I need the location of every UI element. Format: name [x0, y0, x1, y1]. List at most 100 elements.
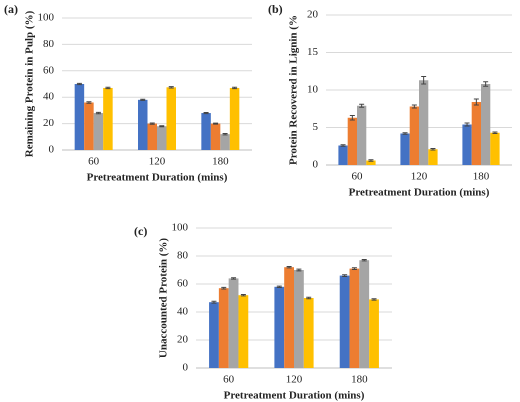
error-bar [342, 274, 348, 277]
x-tick-label: 120 [286, 374, 303, 386]
panel-label: (c) [134, 224, 147, 238]
x-axis-title: Pretreatment Duration (mins) [224, 390, 365, 402]
bar [471, 102, 481, 165]
y-tick-label: 15 [307, 46, 319, 58]
x-tick-label: 60 [352, 171, 364, 183]
error-bar [421, 76, 427, 85]
bar [209, 302, 219, 368]
error-bar [349, 115, 355, 121]
error-bar [371, 298, 377, 301]
error-bar [296, 268, 302, 272]
error-bar [464, 122, 470, 127]
bar [74, 84, 85, 150]
bar [238, 295, 249, 368]
bar [369, 299, 379, 368]
bar [359, 260, 370, 368]
y-tick-label: 40 [177, 306, 189, 318]
bar [349, 268, 360, 368]
error-bar [483, 81, 489, 87]
bar [93, 113, 104, 150]
y-tick-label: 60 [177, 278, 189, 290]
error-bar [203, 112, 209, 115]
y-tick-label: 0 [183, 362, 189, 374]
error-bar [231, 277, 237, 280]
error-bar [232, 86, 238, 90]
y-axis-title: Remaining Protein in Pulp (%) [24, 10, 36, 157]
x-tick-label: 180 [212, 156, 229, 168]
error-bar [149, 122, 155, 125]
error-bar [140, 98, 146, 101]
error-bar [359, 103, 365, 108]
y-tick-label: 100 [38, 12, 55, 24]
y-axis-title: Unaccounted Protein (%) [158, 238, 170, 359]
bar [462, 124, 472, 165]
bar [419, 80, 429, 165]
bar [428, 149, 438, 165]
error-bar [221, 286, 227, 290]
error-bar [159, 125, 165, 128]
error-bar [76, 82, 82, 86]
bar [284, 267, 294, 368]
error-bar [430, 148, 436, 151]
bar [274, 286, 285, 368]
error-bar [492, 131, 498, 134]
bar [366, 160, 376, 165]
bar [400, 133, 410, 165]
bar [490, 132, 500, 165]
y-tick-label: 40 [43, 91, 55, 103]
bar [201, 113, 211, 150]
error-bar [276, 285, 282, 288]
panel-label: (a) [4, 2, 18, 16]
bar [294, 270, 304, 368]
x-tick-label: 120 [149, 156, 166, 168]
error-bar [411, 104, 417, 109]
bar [228, 278, 239, 368]
x-tick-label: 120 [411, 171, 428, 183]
bar [166, 87, 176, 150]
x-axis-title: Pretreatment Duration (mins) [87, 172, 228, 184]
bar [220, 134, 230, 150]
y-tick-label: 0 [313, 159, 319, 171]
error-bar [168, 86, 174, 89]
x-axis-title: Pretreatment Duration (mins) [349, 187, 490, 199]
bar [138, 99, 148, 150]
bar [103, 87, 113, 150]
x-tick-label: 180 [473, 171, 490, 183]
y-tick-label: 20 [43, 117, 55, 129]
error-bar [340, 144, 346, 147]
y-tick-label: 5 [313, 121, 319, 133]
bar [157, 126, 167, 150]
error-bar [222, 133, 228, 136]
bar [210, 123, 221, 150]
error-bar [351, 267, 357, 270]
error-bar [368, 159, 374, 162]
bar [339, 275, 350, 368]
x-tick-label: 180 [351, 374, 368, 386]
bar [229, 87, 240, 150]
y-tick-label: 20 [307, 9, 319, 21]
y-tick-label: 0 [49, 144, 55, 156]
error-bar [211, 300, 217, 304]
error-bar [473, 98, 479, 106]
bar [357, 105, 367, 165]
x-tick-label: 60 [88, 156, 100, 168]
y-tick-label: 10 [307, 84, 319, 96]
y-tick-label: 80 [43, 38, 55, 50]
bar [218, 288, 229, 368]
bar [303, 298, 314, 368]
y-tick-label: 80 [177, 250, 189, 262]
bar [409, 106, 419, 165]
bar [481, 84, 491, 165]
y-tick-label: 20 [177, 334, 189, 346]
error-bar [402, 132, 408, 135]
error-bar [213, 122, 219, 125]
error-bar [105, 86, 111, 90]
error-bar [240, 294, 246, 297]
error-bar [286, 266, 292, 269]
y-tick-label: 100 [172, 222, 189, 234]
bar [84, 102, 94, 150]
bar [347, 117, 357, 165]
y-tick-label: 60 [43, 64, 55, 76]
error-bar [306, 296, 312, 300]
